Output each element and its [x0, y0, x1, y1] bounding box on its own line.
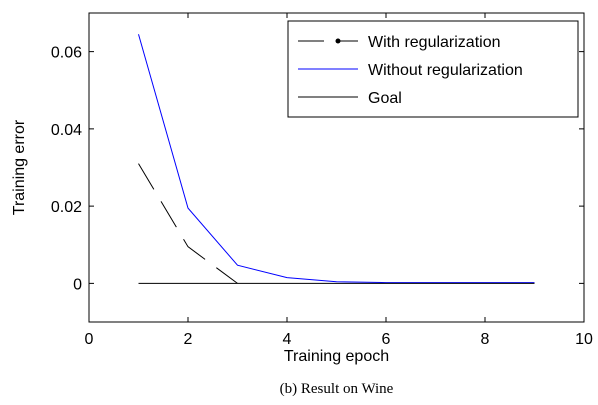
legend-marker-1 — [335, 38, 341, 44]
legend-label-2: Without regularization — [368, 62, 523, 79]
x-tick-label: 2 — [184, 331, 193, 348]
series-line-1 — [138, 163, 238, 284]
y-tick-label: 0.04 — [51, 122, 82, 139]
x-tick-label: 4 — [283, 331, 292, 348]
series-layer — [138, 34, 535, 284]
x-tick-label: 6 — [382, 331, 391, 348]
y-tick-label: 0 — [73, 276, 82, 293]
x-tick-label: 0 — [85, 331, 94, 348]
tick-layer: 0 2 4 6 8 10 0 0.02 0.04 0.06 — [51, 13, 593, 348]
y-tick-label: 0.06 — [51, 45, 82, 62]
legend-label-1: With regularization — [368, 34, 501, 51]
y-tick-label: 0.02 — [51, 199, 82, 216]
x-axis-label: Training epoch — [284, 348, 389, 365]
y-axis-label: Training error — [11, 119, 28, 215]
legend: With regularization Without regularizatio… — [287, 20, 579, 118]
legend-label-3: Goal — [368, 90, 402, 107]
figure-caption: (b) Result on Wine — [280, 381, 394, 397]
series-line-2 — [138, 34, 535, 284]
x-tick-label: 8 — [481, 331, 490, 348]
x-tick-label: 10 — [575, 331, 593, 348]
